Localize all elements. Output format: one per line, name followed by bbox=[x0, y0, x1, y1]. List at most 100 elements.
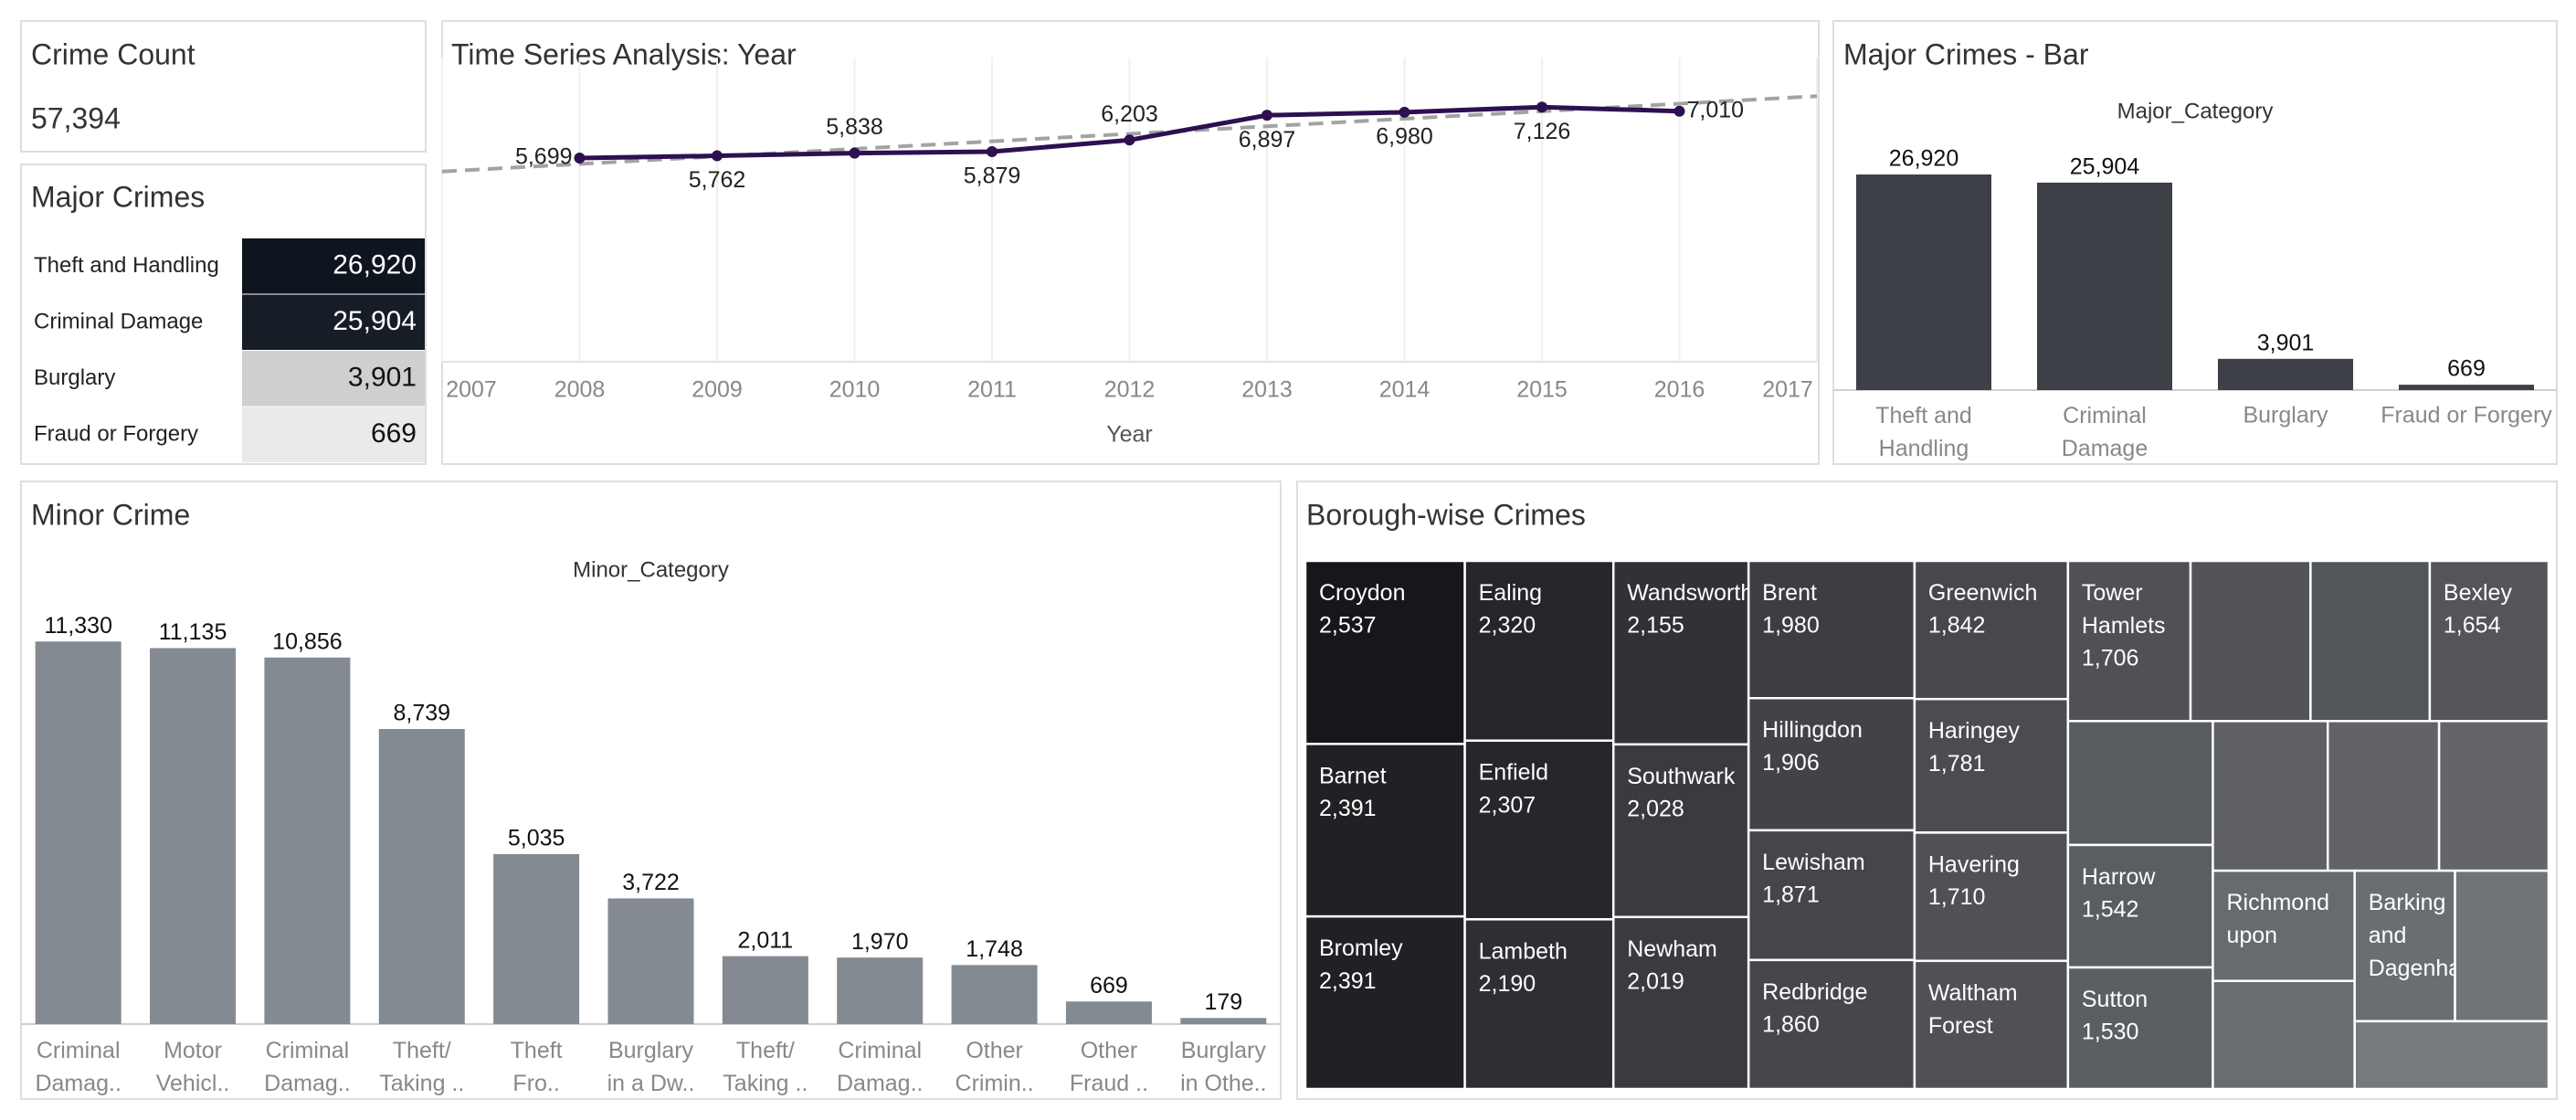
cell-label: Redbridge bbox=[1762, 978, 1867, 1004]
x-tick-label: 2017 bbox=[1762, 377, 1813, 403]
data-label: 26,920 bbox=[1889, 146, 1958, 172]
x-tick-label: 2007 bbox=[446, 377, 497, 403]
data-label: 6,897 bbox=[1239, 127, 1296, 153]
bar bbox=[2399, 385, 2534, 390]
value-label: 3,901 bbox=[348, 363, 417, 393]
x-tick-label: Theft/Taking .. bbox=[379, 1038, 464, 1096]
x-tick-label: Criminal Damage bbox=[2062, 403, 2148, 461]
cell-label: Richmond upon bbox=[2226, 890, 2329, 948]
data-label: 11,135 bbox=[159, 619, 227, 645]
data-label: 5,035 bbox=[508, 826, 565, 851]
row-label: Theft and Handling bbox=[34, 253, 219, 278]
point bbox=[1536, 101, 1547, 113]
cell-value: 1,860 bbox=[1762, 1011, 1820, 1037]
data-label: 7,010 bbox=[1687, 97, 1745, 122]
treemap-cell bbox=[2428, 559, 2550, 723]
value-cell bbox=[242, 238, 425, 294]
data-label: 11,330 bbox=[44, 613, 112, 639]
cell-value: 1,654 bbox=[2444, 613, 2501, 639]
x-tick-label: Criminal Damag.. bbox=[35, 1038, 121, 1096]
treemap-cell bbox=[2454, 869, 2550, 1023]
x-tick-label: 2013 bbox=[1241, 377, 1293, 403]
cell-label: Wandsworth bbox=[1627, 580, 1753, 606]
bar bbox=[2218, 358, 2353, 390]
point bbox=[1673, 105, 1685, 117]
cell-label: Bromley bbox=[1319, 935, 1403, 961]
treemap-cell bbox=[2212, 979, 2356, 1091]
kpi-panel bbox=[20, 20, 427, 153]
row-label: Criminal Damage bbox=[34, 310, 203, 334]
cell-value: 1,710 bbox=[1928, 884, 1986, 910]
panel-title: Minor Crime bbox=[31, 498, 190, 531]
data-label: 6,980 bbox=[1376, 124, 1433, 150]
data-label: 10,856 bbox=[272, 629, 342, 654]
cell-value: 1,706 bbox=[2082, 646, 2139, 671]
treemap-cell bbox=[1304, 559, 1466, 745]
cell-label: Barnet bbox=[1319, 763, 1387, 788]
cell-value: 1,980 bbox=[1762, 613, 1820, 639]
point bbox=[987, 145, 998, 157]
value-cell bbox=[242, 351, 425, 407]
point bbox=[1124, 134, 1135, 146]
x-tick-label: Other Crimin.. bbox=[955, 1038, 1034, 1096]
row-label-cell bbox=[22, 294, 242, 350]
bar bbox=[1180, 1018, 1267, 1024]
treemap-cell bbox=[2437, 720, 2550, 872]
cell-value: 1,542 bbox=[2082, 897, 2139, 923]
data-label: 6,203 bbox=[1101, 101, 1158, 127]
cell-value: 2,391 bbox=[1319, 796, 1377, 821]
cell-label: Ealing bbox=[1479, 580, 1543, 606]
treemap-cell bbox=[2189, 559, 2312, 723]
x-tick-label: 2015 bbox=[1516, 377, 1568, 403]
data-label: 5,762 bbox=[689, 167, 746, 193]
cell-label: Havering bbox=[1928, 851, 2020, 877]
point bbox=[712, 150, 723, 162]
row-label: Burglary bbox=[34, 365, 115, 390]
cell-value: 2,019 bbox=[1627, 968, 1684, 994]
cell-value: 1,871 bbox=[1762, 882, 1820, 907]
cell-value: 1,530 bbox=[2082, 1020, 2139, 1045]
bar bbox=[150, 648, 237, 1024]
treemap-cell bbox=[2326, 720, 2441, 872]
row-label-cell bbox=[22, 238, 242, 294]
bar bbox=[951, 965, 1038, 1024]
x-tick-label: 2009 bbox=[692, 377, 743, 403]
bar bbox=[378, 729, 465, 1024]
data-label: 8,739 bbox=[393, 701, 450, 726]
cell-value: 2,537 bbox=[1319, 613, 1377, 639]
x-tick-label: Burglary in a Dw.. bbox=[607, 1038, 695, 1096]
subtitle: Major_Category bbox=[2117, 99, 2274, 123]
cell-value: 2,028 bbox=[1627, 796, 1684, 821]
data-label: 179 bbox=[1204, 989, 1242, 1015]
cell-label: Harrow bbox=[2082, 864, 2157, 890]
value-label: 26,920 bbox=[333, 250, 417, 280]
value-label: 25,904 bbox=[333, 306, 417, 336]
point bbox=[1399, 106, 1410, 118]
x-tick-label: 2014 bbox=[1379, 377, 1431, 403]
row-label-cell bbox=[22, 407, 242, 462]
panel-title: Major Crimes - Bar bbox=[1843, 37, 2089, 70]
panel-title: Time Series Analysis: Year bbox=[451, 37, 797, 70]
x-tick-label: Burglary bbox=[2243, 403, 2328, 428]
cell-label: Greenwich bbox=[1928, 580, 2038, 606]
cell-label: Southwark bbox=[1627, 763, 1736, 788]
data-label: 3,722 bbox=[622, 870, 680, 895]
cell-label: Sutton bbox=[2082, 987, 2148, 1012]
panel-title: Crime Count bbox=[31, 37, 195, 70]
data-label: 1,748 bbox=[966, 936, 1023, 962]
treemap-cell bbox=[2066, 966, 2214, 1091]
bar bbox=[2037, 182, 2172, 390]
data-label: 2,011 bbox=[738, 927, 794, 953]
cell-label: Lambeth bbox=[1479, 938, 1568, 964]
data-label: 5,699 bbox=[515, 144, 573, 170]
data-label: 669 bbox=[1090, 973, 1128, 998]
x-tick-label: Criminal Damag.. bbox=[837, 1038, 923, 1096]
data-label: 7,126 bbox=[1514, 119, 1571, 144]
cell-value: 2,190 bbox=[1479, 971, 1536, 997]
cell-label: Hillingdon bbox=[1762, 717, 1863, 743]
treemap-cell bbox=[1463, 739, 1615, 921]
data-label: 5,879 bbox=[964, 164, 1021, 189]
data-label: 5,838 bbox=[826, 114, 883, 140]
data-label: 25,904 bbox=[2070, 154, 2140, 180]
